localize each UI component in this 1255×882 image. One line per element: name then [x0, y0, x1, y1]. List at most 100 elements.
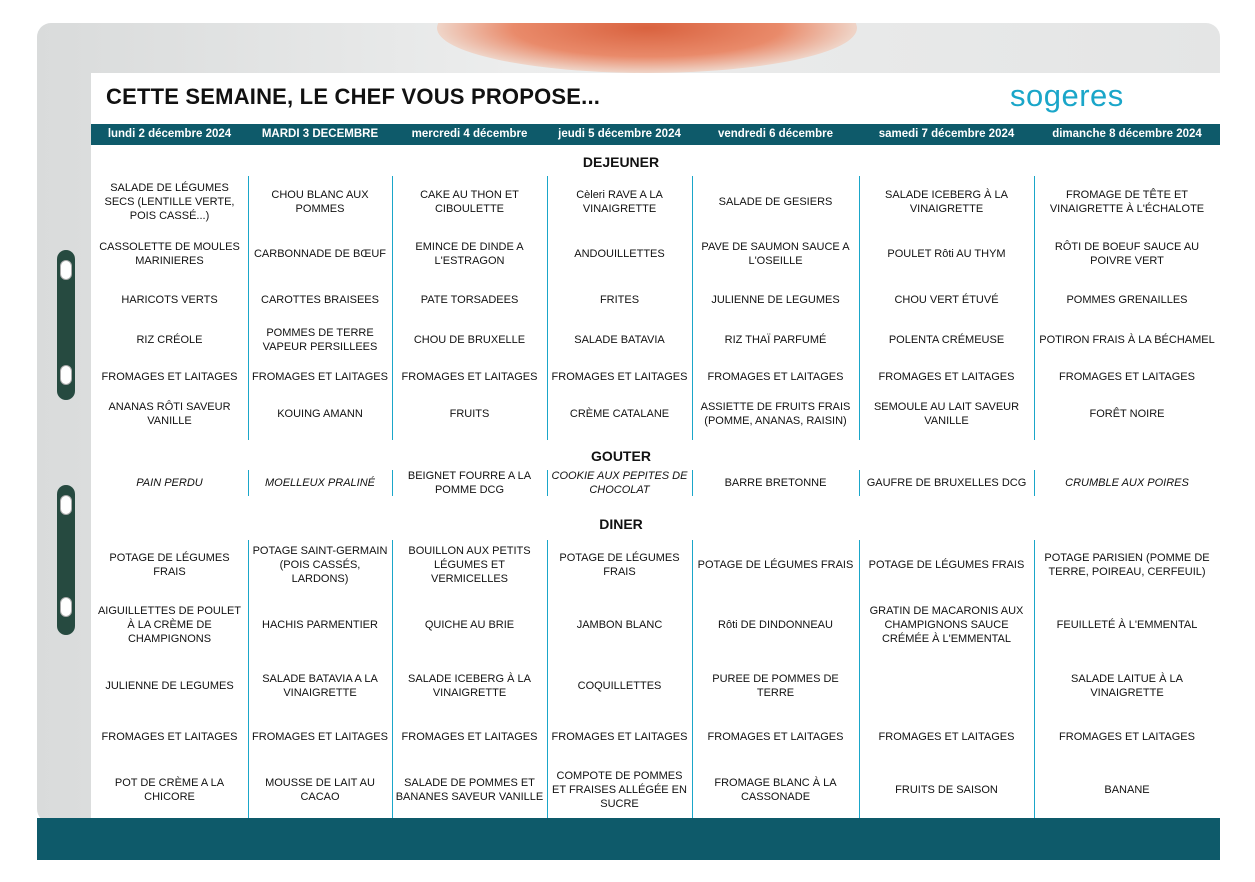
menu-item: FROMAGES ET LAITAGES	[551, 371, 688, 383]
binder-ring	[57, 485, 75, 635]
column-divider	[1034, 470, 1035, 496]
menu-item: SALADE ICEBERG À LA VINAIGRETTE	[885, 189, 1008, 215]
menu-item: SALADE DE LÉGUMES SECS (LENTILLE VERTE, …	[104, 182, 235, 222]
menu-item: FROMAGES ET LAITAGES	[252, 731, 388, 743]
menu-item: EMINCE DE DINDE A L'ESTRAGON	[415, 241, 524, 267]
menu-item: KOUING AMANN	[277, 408, 363, 420]
page-title: CETTE SEMAINE, LE CHEF VOUS PROPOSE...	[106, 84, 601, 109]
menu-item: ANANAS RÔTI SAVEUR VANILLE	[108, 401, 231, 427]
menu-item: POMMES GRENAILLES	[1066, 294, 1188, 306]
menu-item: BOUILLON AUX PETITS LÉGUMES ET VERMICELL…	[408, 545, 531, 585]
menu-item: RÔTI DE BOEUF SAUCE AU POIVRE VERT	[1054, 241, 1200, 267]
menu-item: AIGUILLETTES DE POULET À LA CRÈME DE CHA…	[97, 605, 242, 645]
menu-item: FROMAGES ET LAITAGES	[101, 371, 238, 383]
day-header: dimanche 8 décembre 2024	[1052, 128, 1202, 140]
menu-item: BANANE	[1104, 784, 1150, 796]
menu-item: RIZ THAÏ PARFUMÉ	[724, 334, 827, 346]
column-divider	[547, 470, 548, 496]
day-header: MARDI 3 DECEMBRE	[261, 128, 379, 140]
menu-item: BARRE BRETONNE	[724, 477, 827, 489]
column-divider	[859, 540, 860, 818]
menu-item: CHOU BLANC AUX POMMES	[271, 189, 369, 215]
menu-item: CAROTTES BRAISEES	[261, 294, 379, 306]
menu-item: POLENTA CRÉMEUSE	[888, 334, 1005, 346]
column-divider	[692, 176, 693, 440]
menu-item: GAUFRE DE BRUXELLES DCG	[866, 477, 1027, 489]
menu-item: Rôti DE DINDONNEAU	[718, 619, 833, 631]
menu-item: POTAGE DE LÉGUMES FRAIS	[697, 559, 854, 571]
menu-item: FROMAGES ET LAITAGES	[707, 371, 844, 383]
menu-item: FROMAGES ET LAITAGES	[878, 731, 1015, 743]
menu-item: HARICOTS VERTS	[121, 294, 218, 306]
menu-item: FROMAGES ET LAITAGES	[401, 731, 538, 743]
menu-item: POTAGE DE LÉGUMES FRAIS	[868, 559, 1025, 571]
menu-item: POT DE CRÈME A LA CHICORE	[114, 777, 225, 803]
menu-item: POTAGE DE LÉGUMES FRAIS	[559, 552, 680, 578]
menu-item: JULIENNE DE LEGUMES	[105, 680, 234, 692]
menu-item: FRUITS DE SAISON	[895, 784, 998, 796]
menu-item: FROMAGE BLANC À LA CASSONADE	[714, 777, 837, 803]
menu-item: FEUILLETÉ À L'EMMENTAL	[1056, 619, 1198, 631]
column-divider	[248, 540, 249, 818]
menu-item: FROMAGES ET LAITAGES	[1059, 731, 1195, 743]
day-header: vendredi 6 décembre	[717, 128, 834, 140]
section-title: GOUTER	[591, 448, 651, 464]
menu-item: COMPOTE DE POMMES ET FRAISES ALLÉGÉE EN …	[552, 770, 687, 810]
menu-item: CRUMBLE AUX POIRES	[1065, 477, 1189, 489]
menu-item: MOELLEUX PRALINÉ	[264, 477, 376, 489]
menu-item: CARBONNADE DE BŒUF	[253, 248, 387, 260]
menu-item: POULET Rôti AU THYM	[887, 248, 1006, 260]
menu-item: COOKIE AUX PEPITES DE CHOCOLAT	[551, 470, 688, 496]
column-divider	[392, 540, 393, 818]
menu-item: FROMAGES ET LAITAGES	[252, 371, 388, 383]
column-divider	[692, 470, 693, 496]
menu-item: POTAGE SAINT-GERMAIN (POIS CASSÉS, LARDO…	[252, 545, 388, 585]
day-header: jeudi 5 décembre 2024	[558, 128, 681, 140]
menu-item: RIZ CRÉOLE	[136, 334, 203, 346]
menu-item: POTAGE DE LÉGUMES FRAIS	[109, 552, 230, 578]
menu-item: CHOU VERT ÉTUVÉ	[894, 294, 999, 306]
menu-item: SEMOULE AU LAIT SAVEUR VANILLE	[873, 401, 1020, 427]
menu-item: PUREE DE POMMES DE TERRE	[712, 673, 839, 699]
column-divider	[547, 176, 548, 440]
menu-item: CRÈME CATALANE	[569, 408, 670, 420]
menu-item: MOUSSE DE LAIT AU CACAO	[265, 777, 375, 803]
menu-item: HACHIS PARMENTIER	[262, 619, 378, 631]
menu-item: COQUILLETTES	[577, 680, 662, 692]
menu-item: Cèleri RAVE A LA VINAIGRETTE	[576, 189, 663, 215]
logo: sogeres	[1010, 78, 1124, 113]
footer-bar	[37, 818, 1220, 860]
column-divider	[392, 176, 393, 440]
menu-item: SALADE ICEBERG À LA VINAIGRETTE	[408, 673, 531, 699]
menu-item: FROMAGES ET LAITAGES	[101, 731, 238, 743]
day-header: mercredi 4 décembre	[411, 128, 528, 140]
column-divider	[859, 176, 860, 440]
menu-item: FROMAGES ET LAITAGES	[707, 731, 844, 743]
section-title: DEJEUNER	[582, 154, 660, 170]
column-divider	[1034, 540, 1035, 818]
column-divider	[859, 470, 860, 496]
menu-item: BEIGNET FOURRE A LA POMME DCG	[407, 470, 532, 496]
menu-sheet	[91, 73, 1220, 818]
column-divider	[547, 540, 548, 818]
menu-item: SALADE LAITUE À LA VINAIGRETTE	[1071, 673, 1183, 699]
menu-item: SALADE DE POMMES ET BANANES SAVEUR VANIL…	[395, 777, 544, 803]
menu-item: FROMAGE DE TÊTE ET VINAIGRETTE À L'ÉCHAL…	[1049, 189, 1205, 215]
menu-item: FRUITS	[449, 408, 490, 420]
menu-item: SALADE BATAVIA A LA VINAIGRETTE	[262, 673, 378, 699]
menu-item: PATE TORSADEES	[420, 294, 519, 306]
menu-item: JAMBON BLANC	[576, 619, 663, 631]
column-divider	[1034, 176, 1035, 440]
menu-item: ANDOUILLETTES	[574, 248, 665, 260]
menu-item: FORÊT NOIRE	[1089, 408, 1165, 420]
food-photo	[437, 23, 857, 73]
menu-item: SALADE BATAVIA	[574, 334, 665, 346]
menu-item: GRATIN DE MACARONIS AUX CHAMPIGNONS SAUC…	[869, 605, 1024, 645]
menu-item: POTIRON FRAIS À LA BÉCHAMEL	[1039, 334, 1215, 346]
menu-item: POMMES DE TERRE VAPEUR PERSILLEES	[262, 327, 378, 353]
column-divider	[392, 470, 393, 496]
menu-item: FROMAGES ET LAITAGES	[551, 731, 688, 743]
menu-item: PAVE DE SAUMON SAUCE A L'OSEILLE	[701, 241, 850, 267]
column-divider	[248, 176, 249, 440]
